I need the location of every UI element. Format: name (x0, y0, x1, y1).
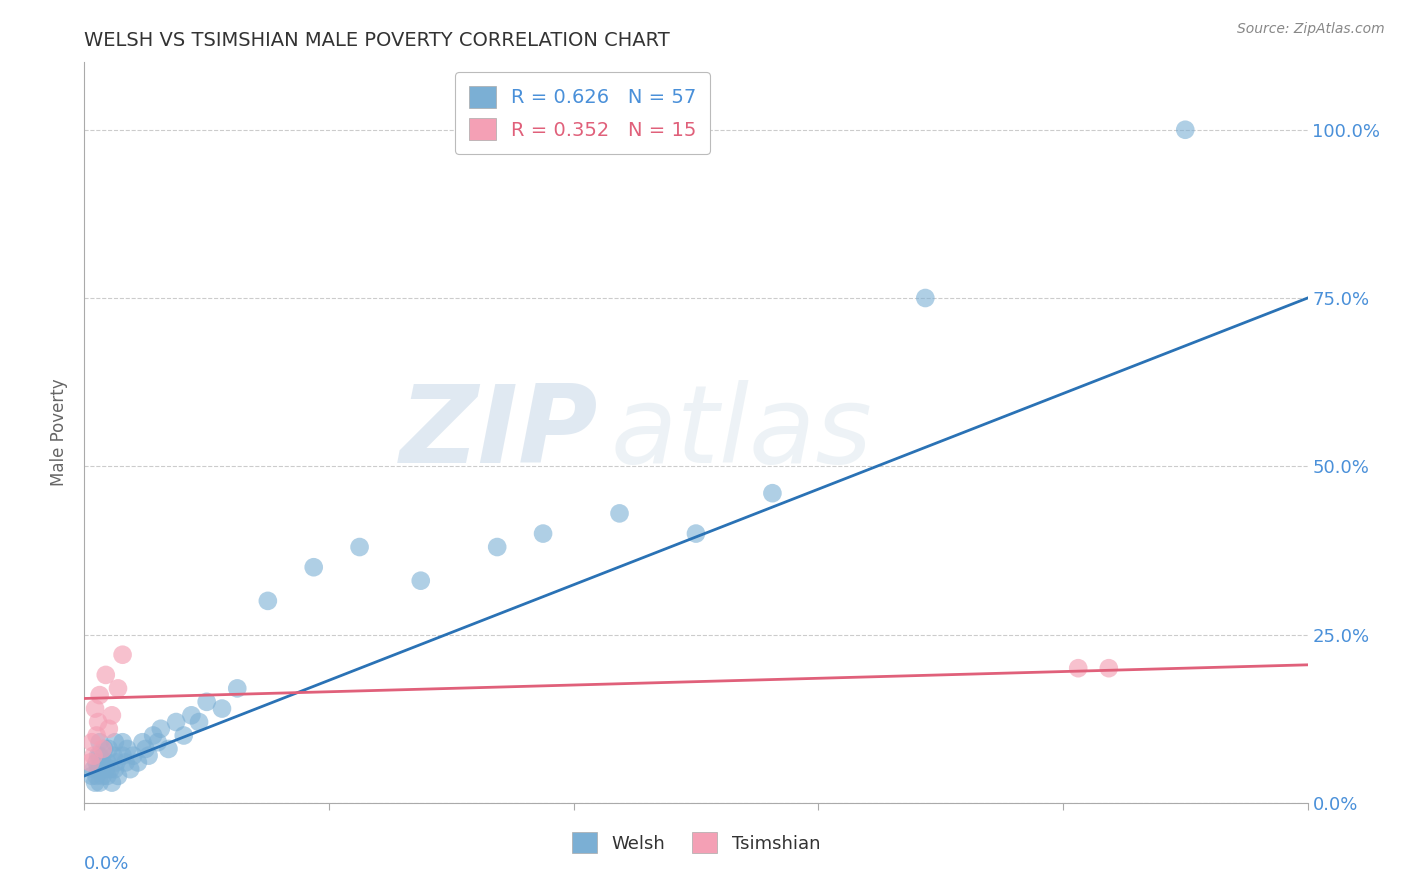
Point (79, 756, 101, 770)
Legend: Welsh, Tsimshian: Welsh, Tsimshian (564, 825, 828, 861)
Point (91, 769, 114, 783)
Point (120, 762, 142, 776)
Point (86, 756, 108, 770)
Point (80, 735, 103, 749)
Point (97, 722, 120, 736)
Point (103, 748, 125, 763)
Point (127, 756, 149, 770)
Point (226, 681, 249, 696)
Point (107, 769, 129, 783)
Point (761, 486, 783, 500)
Text: atlas: atlas (610, 380, 872, 485)
Point (188, 714, 211, 729)
Point (138, 748, 160, 763)
Point (87, 714, 110, 729)
Point (349, 540, 371, 554)
Point (531, 526, 554, 541)
Point (107, 681, 129, 696)
Point (91, 742, 114, 756)
Point (149, 722, 172, 736)
Point (157, 742, 180, 756)
Point (685, 526, 707, 541)
Point (84, 775, 107, 789)
Text: WELSH VS TSIMSHIAN MALE POVERTY CORRELATION CHART: WELSH VS TSIMSHIAN MALE POVERTY CORRELAT… (84, 30, 671, 50)
Point (97, 742, 120, 756)
Point (96, 756, 118, 770)
Point (195, 695, 218, 709)
Point (91, 756, 114, 770)
Point (135, 742, 157, 756)
Point (914, 291, 936, 305)
Point (131, 735, 153, 749)
Point (111, 735, 134, 749)
Point (1067, 661, 1090, 675)
Point (211, 701, 233, 715)
Point (101, 775, 124, 789)
Point (486, 540, 509, 554)
Point (86, 769, 108, 783)
Point (114, 756, 136, 770)
Point (94, 762, 117, 776)
Point (609, 507, 631, 521)
Point (111, 648, 134, 662)
Point (180, 708, 202, 723)
Point (104, 735, 127, 749)
Point (89, 735, 111, 749)
Point (83, 762, 105, 776)
Point (89, 762, 111, 776)
Point (1174, 122, 1197, 136)
Point (302, 560, 325, 574)
Point (80, 769, 103, 783)
Point (257, 594, 280, 608)
Point (94, 668, 117, 682)
Point (83, 748, 105, 763)
Point (173, 729, 195, 743)
Point (146, 735, 169, 749)
Point (89, 775, 111, 789)
Point (115, 742, 138, 756)
Point (142, 729, 165, 743)
Point (96, 769, 118, 783)
Point (111, 748, 134, 763)
Point (89, 688, 111, 702)
Point (122, 748, 145, 763)
Point (409, 574, 432, 588)
Point (87, 748, 110, 763)
Point (101, 708, 124, 723)
Y-axis label: Male Poverty: Male Poverty (51, 379, 69, 486)
Text: ZIP: ZIP (399, 380, 598, 485)
Point (93, 742, 115, 756)
Point (87, 762, 110, 776)
Point (89, 748, 111, 763)
Point (84, 701, 107, 715)
Point (98, 762, 121, 776)
Point (1098, 661, 1121, 675)
Point (165, 714, 187, 729)
Text: Source: ZipAtlas.com: Source: ZipAtlas.com (1237, 22, 1385, 37)
Point (86, 729, 108, 743)
Point (104, 762, 127, 776)
Text: 0.0%: 0.0% (84, 855, 129, 872)
Point (105, 756, 128, 770)
